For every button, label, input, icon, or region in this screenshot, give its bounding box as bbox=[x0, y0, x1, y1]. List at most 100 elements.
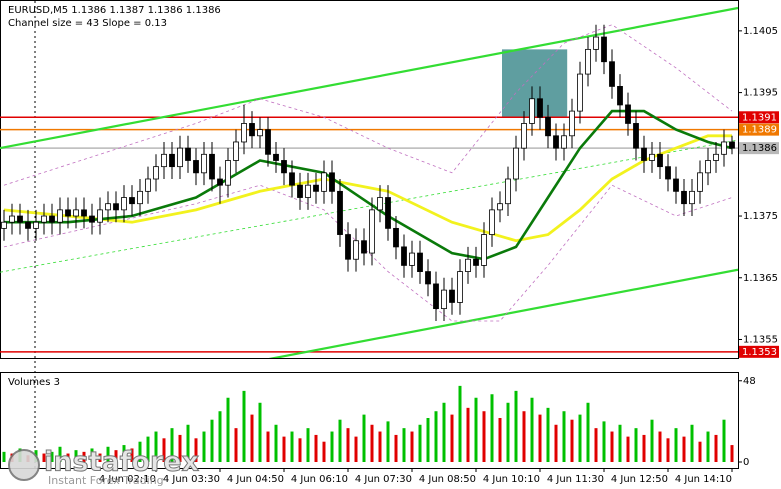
candle-body bbox=[81, 209, 87, 217]
x-tick-label: 4 Jun 12:50 bbox=[611, 474, 668, 485]
candle-body bbox=[617, 86, 623, 106]
candle-body bbox=[537, 98, 543, 118]
candle-body bbox=[713, 153, 719, 161]
candle-body bbox=[289, 172, 295, 186]
candle-body bbox=[161, 153, 167, 168]
candle-body bbox=[241, 123, 247, 143]
line-band bbox=[3, 24, 733, 186]
candle-body bbox=[673, 178, 679, 192]
candle-body bbox=[49, 215, 55, 223]
watermark: instaforex Instant Forex Trading bbox=[8, 446, 200, 487]
candle-body bbox=[169, 153, 175, 168]
y-tick-label: 1.1395 bbox=[743, 88, 778, 99]
candle-body bbox=[401, 246, 407, 266]
x-tick-label: 4 Jun 14:10 bbox=[675, 474, 732, 485]
candle-body bbox=[513, 147, 519, 180]
candle-body bbox=[705, 160, 711, 174]
x-tick-label: 4 Jun 06:10 bbox=[291, 474, 348, 485]
candle-body bbox=[25, 221, 31, 229]
candle-body bbox=[265, 129, 271, 155]
line-ma-slow bbox=[3, 134, 732, 243]
level-label-box bbox=[739, 111, 779, 124]
x-tick-label: 4 Jun 02:10 bbox=[99, 474, 156, 485]
candle-body bbox=[609, 61, 615, 87]
candle-body bbox=[345, 234, 351, 260]
candle-body bbox=[529, 98, 535, 124]
candle-body bbox=[89, 215, 95, 223]
logo-icon bbox=[8, 449, 40, 481]
candle-body bbox=[137, 190, 143, 205]
y-tick-label: 1.1405 bbox=[743, 26, 778, 37]
candle-body bbox=[417, 252, 423, 272]
candle-body bbox=[193, 160, 199, 174]
candle-body bbox=[33, 221, 39, 229]
level-label-box bbox=[739, 345, 779, 358]
candle-body bbox=[41, 215, 47, 223]
candle-body bbox=[393, 227, 399, 248]
candle-body bbox=[409, 252, 415, 266]
candle-body bbox=[665, 166, 671, 180]
candle-body bbox=[385, 197, 391, 229]
line-band bbox=[3, 184, 733, 322]
axes: 1.1355 1.1365 1.1375 1.1395 1.1405 4 Jun 02:1… bbox=[99, 26, 779, 485]
candle-body bbox=[721, 141, 727, 155]
x-tick-label: 4 Jun 07:30 bbox=[355, 474, 412, 485]
candle-body bbox=[625, 104, 631, 124]
candle-body bbox=[9, 215, 15, 223]
candle-body bbox=[321, 172, 327, 192]
candle-body bbox=[217, 178, 223, 186]
candle-body bbox=[225, 160, 231, 186]
candle-body bbox=[121, 197, 127, 211]
level-label-box bbox=[739, 142, 779, 155]
candle-body bbox=[425, 271, 431, 285]
level-label: 1.1353 bbox=[742, 347, 777, 358]
candle-body bbox=[73, 209, 79, 217]
candle-body bbox=[185, 147, 191, 161]
line-channel-mid bbox=[0, 139, 738, 273]
candle-body bbox=[201, 153, 207, 174]
candle-body bbox=[545, 116, 551, 137]
candle-body bbox=[601, 36, 607, 63]
candle-body bbox=[329, 172, 335, 192]
volume-title: Volumes 3 bbox=[8, 377, 60, 388]
candle-body bbox=[585, 48, 591, 75]
volume-y-tick-label: 48 bbox=[743, 376, 756, 387]
candle-body bbox=[521, 123, 527, 149]
candle-body bbox=[273, 153, 279, 161]
candle-body bbox=[697, 172, 703, 192]
candle-body bbox=[297, 184, 303, 198]
candle-body bbox=[633, 123, 639, 149]
line-channel bbox=[0, 6, 738, 150]
brand: instaforex bbox=[44, 447, 199, 478]
candle-body bbox=[361, 240, 367, 254]
candle-body bbox=[65, 209, 71, 217]
candle-body bbox=[57, 209, 63, 223]
candle-body bbox=[449, 289, 455, 303]
y-tick-label: 1.1355 bbox=[743, 334, 778, 345]
candle-body bbox=[641, 147, 647, 161]
candle-body bbox=[17, 215, 23, 223]
volume-plot bbox=[2, 385, 734, 462]
x-tick-label: 4 Jun 04:50 bbox=[227, 474, 284, 485]
level-label: 1.1391 bbox=[742, 112, 777, 123]
candle-body bbox=[257, 129, 263, 137]
candle-body bbox=[457, 271, 463, 303]
candle-body bbox=[337, 190, 343, 235]
candle-body bbox=[481, 234, 487, 266]
candle-body bbox=[129, 197, 135, 205]
chart-subtitle: Channel size = 43 Slope = 0.13 bbox=[8, 18, 167, 29]
level-label-box bbox=[739, 123, 779, 136]
candle-body bbox=[233, 141, 239, 161]
x-tick-label: 4 Jun 10:10 bbox=[483, 474, 540, 485]
level-label: 1.1386 bbox=[742, 143, 777, 154]
y-tick-label: 1.1365 bbox=[743, 273, 778, 284]
volume-y-tick-label: 0 bbox=[743, 457, 749, 468]
candle-body bbox=[569, 110, 575, 137]
candle-body bbox=[561, 135, 567, 149]
candle-body bbox=[305, 184, 311, 198]
x-tick-label: 4 Jun 03:30 bbox=[163, 474, 220, 485]
candle-body bbox=[497, 203, 503, 211]
price-panel bbox=[0, 0, 739, 359]
candle-body bbox=[377, 197, 383, 211]
